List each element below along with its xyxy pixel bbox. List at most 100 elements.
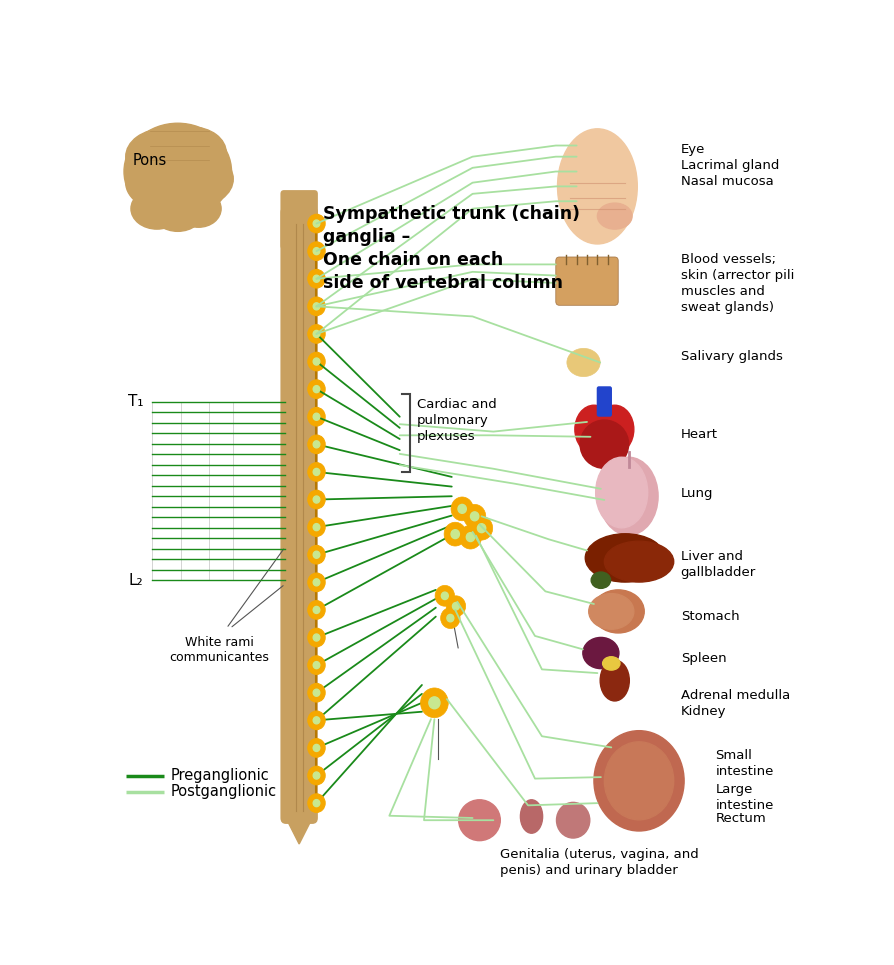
Text: Eye
Lacrimal gland
Nasal mucosa: Eye Lacrimal gland Nasal mucosa (679, 143, 778, 188)
Circle shape (463, 505, 485, 528)
Circle shape (443, 522, 466, 546)
Text: L₂: L₂ (129, 572, 143, 588)
Circle shape (308, 628, 325, 647)
Text: Small
intestine: Small intestine (714, 749, 772, 778)
Circle shape (440, 608, 460, 628)
Circle shape (308, 711, 325, 730)
Circle shape (313, 772, 319, 779)
Circle shape (313, 634, 319, 641)
Text: Lung: Lung (679, 487, 713, 500)
Circle shape (308, 435, 325, 454)
Circle shape (313, 220, 319, 227)
Circle shape (308, 766, 325, 785)
Text: T₁: T₁ (128, 395, 143, 409)
Circle shape (308, 214, 325, 233)
Circle shape (441, 593, 448, 599)
Polygon shape (286, 818, 312, 844)
Ellipse shape (556, 802, 589, 838)
Ellipse shape (124, 124, 232, 220)
Ellipse shape (585, 534, 664, 582)
Ellipse shape (176, 190, 221, 227)
Ellipse shape (557, 128, 637, 244)
Text: Genitalia (uterus, vagina, and
penis) and urinary bladder: Genitalia (uterus, vagina, and penis) an… (500, 847, 698, 877)
Ellipse shape (156, 152, 233, 207)
Circle shape (434, 586, 454, 606)
Ellipse shape (459, 800, 500, 841)
Ellipse shape (595, 457, 647, 528)
Circle shape (313, 441, 319, 448)
Circle shape (313, 744, 319, 752)
Circle shape (313, 303, 319, 310)
Text: Blood vessels;
skin (arrector pili
muscles and
sweat glands): Blood vessels; skin (arrector pili muscl… (679, 253, 793, 315)
Text: White rami
communicantes: White rami communicantes (169, 636, 269, 664)
Ellipse shape (566, 348, 600, 376)
Circle shape (308, 794, 325, 813)
Circle shape (313, 689, 319, 697)
Text: Adrenal medulla
Kidney: Adrenal medulla Kidney (679, 689, 789, 718)
Circle shape (313, 800, 319, 807)
FancyBboxPatch shape (280, 207, 317, 824)
Circle shape (308, 407, 325, 426)
Circle shape (313, 468, 319, 476)
Circle shape (313, 662, 319, 669)
Circle shape (308, 490, 325, 509)
Circle shape (451, 530, 459, 538)
Circle shape (470, 516, 492, 540)
Circle shape (308, 269, 325, 288)
Circle shape (458, 505, 466, 513)
Ellipse shape (582, 638, 619, 669)
Circle shape (308, 656, 325, 675)
FancyBboxPatch shape (555, 257, 618, 305)
Circle shape (313, 717, 319, 724)
Ellipse shape (594, 731, 683, 831)
Circle shape (308, 380, 325, 399)
Circle shape (451, 497, 473, 521)
Circle shape (313, 275, 319, 283)
Text: Rectum: Rectum (714, 812, 765, 825)
Circle shape (459, 525, 481, 549)
Ellipse shape (591, 572, 610, 589)
Text: Liver and
gallbladder: Liver and gallbladder (679, 550, 755, 580)
Circle shape (477, 524, 485, 533)
Text: Cardiac and
pulmonary
plexuses: Cardiac and pulmonary plexuses (417, 398, 496, 443)
Circle shape (313, 358, 319, 365)
Circle shape (308, 573, 325, 592)
Circle shape (470, 511, 478, 521)
Text: Large
intestine: Large intestine (714, 783, 772, 813)
Ellipse shape (579, 420, 628, 468)
Ellipse shape (588, 593, 633, 629)
FancyBboxPatch shape (596, 386, 611, 417)
Circle shape (308, 297, 325, 316)
Circle shape (313, 496, 319, 503)
Circle shape (313, 606, 319, 614)
Circle shape (446, 615, 453, 621)
Circle shape (313, 330, 319, 338)
Ellipse shape (595, 405, 633, 454)
Circle shape (313, 386, 319, 393)
Ellipse shape (596, 203, 631, 229)
Circle shape (308, 738, 325, 758)
Circle shape (308, 352, 325, 371)
Circle shape (428, 697, 440, 708)
Ellipse shape (574, 405, 612, 454)
Circle shape (313, 551, 319, 559)
Circle shape (308, 545, 325, 564)
Circle shape (308, 683, 325, 702)
Ellipse shape (131, 188, 182, 229)
Ellipse shape (603, 742, 673, 820)
Ellipse shape (592, 590, 644, 633)
Text: Stomach: Stomach (679, 610, 738, 623)
Circle shape (313, 413, 319, 421)
Ellipse shape (125, 128, 202, 184)
Text: Postganglionic: Postganglionic (171, 785, 276, 799)
Text: Preganglionic: Preganglionic (171, 768, 269, 784)
Circle shape (313, 579, 319, 586)
Circle shape (308, 518, 325, 537)
Ellipse shape (152, 190, 204, 232)
Circle shape (446, 595, 465, 617)
Ellipse shape (519, 800, 542, 833)
Ellipse shape (603, 541, 673, 582)
Circle shape (420, 688, 448, 718)
Text: Sympathetic trunk (chain)
ganglia –
One chain on each
side of vertebral column: Sympathetic trunk (chain) ganglia – One … (323, 205, 580, 291)
Text: Salivary glands: Salivary glands (679, 350, 781, 363)
